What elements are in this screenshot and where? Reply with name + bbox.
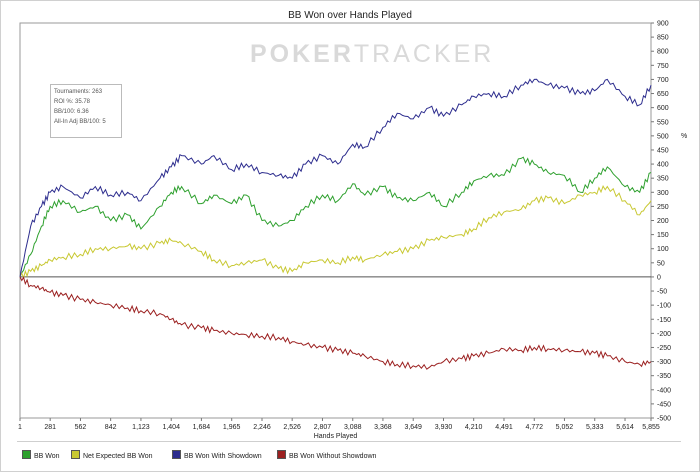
y-tick-label: 850 [657,35,669,42]
y-tick-label: 400 [657,162,669,169]
y-tick-label: 450 [657,147,669,154]
x-tick-label: 5,052 [556,424,574,431]
y-tick-label: -450 [657,401,671,408]
y-tick-label: -150 [657,317,671,324]
y-tick-label: -200 [657,331,671,338]
y-tick-label: 500 [657,133,669,140]
y-tick-label: -100 [657,303,671,310]
x-tick-label: 842 [105,424,117,431]
x-tick-label: 3,368 [374,424,392,431]
legend-swatch-without-showdown [277,450,286,459]
y-tick-label: 0 [657,274,661,281]
y-tick-label: 300 [657,190,669,197]
y-tick-label: 150 [657,232,669,239]
y-tick-label: -350 [657,373,671,380]
plot-area-border [19,22,652,419]
y-tick-label: 900 [657,21,669,28]
y-tick-label: 250 [657,204,669,211]
series-line-0 [19,156,652,278]
y-tick-label: 200 [657,218,669,225]
series-line-2 [19,78,652,277]
y-tick-label: 550 [657,119,669,126]
legend-label-with-showdown: BB Won With Showdown [184,453,262,460]
legend-label-without-showdown: BB Won Without Showdown [289,453,377,460]
x-tick-label: 5,855 [642,424,660,431]
series-line-3 [19,276,652,370]
y-tick-label: -250 [657,345,671,352]
x-axis-label: Hands Played [314,433,358,440]
x-tick-label: 562 [75,424,87,431]
y-tick-label: 800 [657,49,669,56]
legend-item-bb-won[interactable]: BB Won [22,450,60,460]
y-tick-label: 100 [657,246,669,253]
y-tick-label: -500 [657,416,671,423]
watermark-thin: TRACKER [353,40,495,68]
y-tick-label: 50 [657,260,665,267]
y-tick-label: 700 [657,77,669,84]
x-tick-label: 3,088 [344,424,362,431]
x-tick-label: 5,614 [616,424,634,431]
x-tick-label: 2,246 [253,424,271,431]
y-tick-label: 650 [657,91,669,98]
pokertracker-watermark: POKERTRACKER [250,40,494,69]
x-tick-label: 4,491 [495,424,513,431]
y-unit-label: % [681,133,687,140]
legend-item-net-expected[interactable]: Net Expected BB Won [71,450,153,460]
x-tick-label: 5,333 [586,424,604,431]
legend: BB Won Net Expected BB Won BB Won With S… [17,441,681,461]
x-tick-label: 3,649 [404,424,422,431]
series-line-1 [19,185,652,280]
y-tick-label: 600 [657,105,669,112]
legend-item-without-showdown[interactable]: BB Won Without Showdown [277,450,376,460]
stat-tournaments: Tournaments: 263 [54,89,103,95]
x-tick-label: 3,930 [435,424,453,431]
stat-bb100: BB/100: 6.36 [54,109,89,115]
x-tick-label: 1,965 [223,424,241,431]
legend-swatch-with-showdown [172,450,181,459]
y-tick-label: -400 [657,387,671,394]
x-tick-label: 4,772 [525,424,543,431]
watermark-bold: POKER [250,40,354,68]
y-tick-label: -300 [657,359,671,366]
x-tick-label: 2,526 [283,424,301,431]
chart-title: BB Won over Hands Played [288,10,412,21]
x-tick-label: 2,807 [314,424,332,431]
legend-swatch-bb-won [22,450,31,459]
x-tick-label: 1,123 [132,424,150,431]
y-tick-label: 350 [657,176,669,183]
legend-label-net-expected: Net Expected BB Won [83,453,153,460]
y-tick-label: -50 [657,289,667,296]
stat-allin-bb100: All-In Adj BB/100: 5 [54,119,106,125]
x-tick-label: 281 [44,424,56,431]
x-tick-label: 1,684 [193,424,211,431]
legend-item-with-showdown[interactable]: BB Won With Showdown [172,450,262,460]
x-tick-label: 1 [18,424,22,431]
x-tick-label: 4,210 [465,424,483,431]
x-tick-label: 1,404 [162,424,180,431]
stat-roi: ROI %: 35.78 [54,99,91,105]
legend-swatch-net-expected [71,450,80,459]
legend-label-bb-won: BB Won [34,453,60,460]
y-tick-label: 750 [657,63,669,70]
stats-box: Tournaments: 263 ROI %: 35.78 BB/100: 6.… [50,84,122,138]
